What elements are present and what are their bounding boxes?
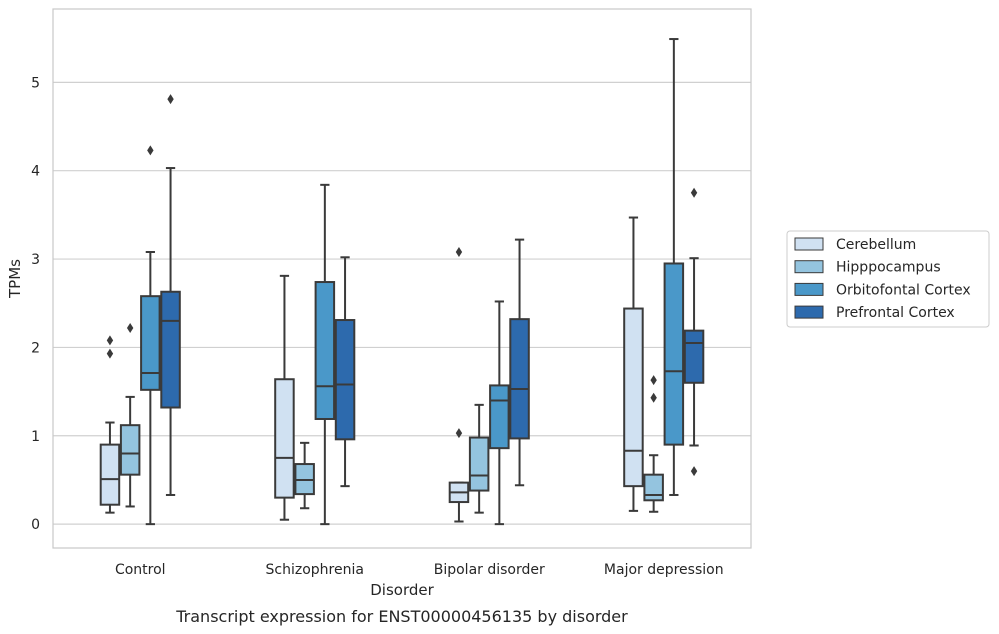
- box-group: [294, 441, 315, 510]
- outlier-point: [690, 466, 698, 477]
- legend-label: Prefrontal Cortex: [836, 305, 955, 321]
- legend-swatch: [794, 237, 824, 251]
- box-group: [334, 256, 356, 488]
- y-tick-label: 4: [31, 164, 40, 180]
- box-iqr: [314, 281, 336, 420]
- y-tick-label: 2: [31, 340, 40, 356]
- x-axis-label: Disorder: [370, 581, 434, 599]
- y-tick-label: 3: [31, 252, 40, 268]
- box-group: [468, 403, 490, 514]
- legend: Cerebellum Hipppocampus Orbitofontal Corte…: [786, 230, 990, 328]
- legend-label: Hipppocampus: [836, 260, 941, 276]
- legend-label: Orbitofontal Cortex: [836, 282, 971, 298]
- box-iqr: [623, 307, 644, 488]
- y-axis-label: TPMs: [6, 259, 24, 299]
- box-iqr: [140, 295, 161, 391]
- box-iqr: [160, 290, 181, 409]
- box-group: [314, 183, 336, 526]
- box-group: [160, 94, 181, 496]
- x-axis-ticks: Control Schizophrenia Bipolar disorder Majo…: [115, 562, 724, 578]
- box-iqr: [489, 384, 510, 450]
- x-tick-label: Control: [115, 562, 166, 578]
- legend-label: Cerebellum: [836, 237, 916, 253]
- box-group: [643, 375, 664, 513]
- outlier-point: [455, 246, 463, 257]
- box-iqr: [274, 378, 295, 499]
- box-group: [509, 238, 530, 487]
- y-tick-label: 0: [31, 517, 40, 533]
- plot-frame: [52, 8, 752, 549]
- y-axis-ticks: 0 1 2 3 4 5: [31, 75, 40, 533]
- box-group: [274, 274, 295, 521]
- box-iqr: [99, 443, 121, 506]
- legend-swatch: [794, 305, 824, 319]
- x-tick-label: Bipolar disorder: [434, 562, 545, 578]
- box-group: [683, 187, 705, 477]
- box-group: [119, 322, 141, 508]
- outlier-point: [650, 375, 657, 386]
- box-group: [140, 145, 161, 526]
- legend-frame: [786, 230, 990, 328]
- box-iqr: [683, 329, 705, 384]
- outlier-point: [690, 187, 698, 198]
- box-iqr: [334, 319, 356, 441]
- outlier-point: [106, 348, 114, 359]
- box-group: [448, 246, 470, 523]
- y-tick-label: 1: [31, 429, 40, 445]
- x-tick-label: Major depression: [604, 562, 724, 578]
- box-iqr: [468, 436, 490, 492]
- box-iqr: [509, 318, 530, 440]
- box-iqr: [663, 262, 685, 446]
- box-group: [99, 335, 121, 514]
- legend-swatch: [794, 260, 824, 274]
- outlier-point: [106, 335, 114, 346]
- outlier-point: [126, 322, 134, 333]
- box-group: [489, 300, 510, 526]
- box-group: [623, 216, 644, 512]
- y-tick-label: 5: [31, 75, 40, 91]
- outlier-point: [455, 428, 463, 439]
- box-group: [663, 38, 685, 496]
- box-iqr: [119, 424, 141, 476]
- legend-swatch: [794, 282, 824, 296]
- box-plot-marks: [99, 38, 705, 526]
- box-iqr: [643, 473, 664, 502]
- outlier-point: [650, 392, 657, 403]
- x-tick-label: Schizophrenia: [266, 562, 364, 578]
- outlier-point: [147, 145, 154, 156]
- outlier-point: [167, 94, 174, 105]
- figure-caption: Transcript expression for ENST0000045613…: [175, 607, 628, 626]
